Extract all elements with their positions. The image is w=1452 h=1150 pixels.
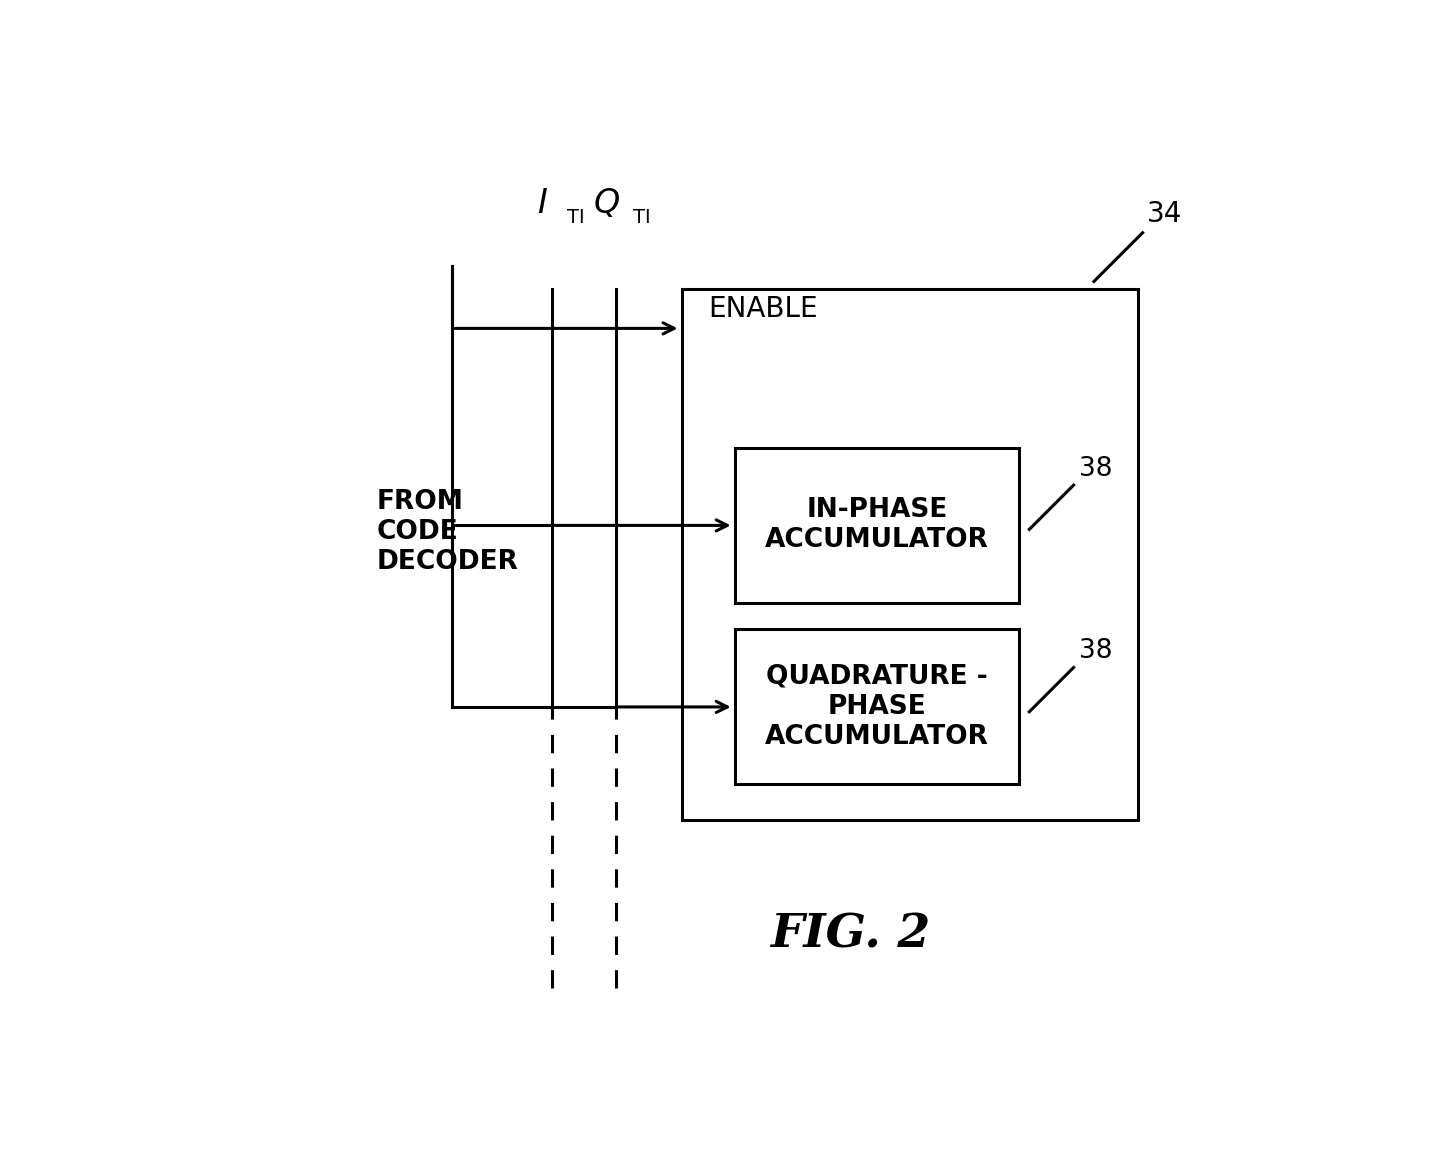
Text: QUADRATURE -
PHASE
ACCUMULATOR: QUADRATURE - PHASE ACCUMULATOR — [765, 664, 989, 750]
Text: 34: 34 — [1147, 200, 1182, 229]
Text: $I$: $I$ — [537, 187, 547, 221]
Text: FIG. 2: FIG. 2 — [770, 912, 931, 958]
Text: TI: TI — [568, 207, 585, 227]
Text: TI: TI — [633, 207, 650, 227]
Text: FROM
CODE
DECODER: FROM CODE DECODER — [376, 489, 518, 575]
Bar — [735, 448, 1019, 603]
Text: ENABLE: ENABLE — [709, 294, 819, 323]
Text: 38: 38 — [1079, 455, 1112, 482]
Bar — [735, 629, 1019, 784]
Bar — [682, 289, 1138, 820]
Text: IN-PHASE
ACCUMULATOR: IN-PHASE ACCUMULATOR — [765, 498, 989, 553]
Text: $Q$: $Q$ — [594, 187, 620, 221]
Text: 38: 38 — [1079, 638, 1112, 664]
